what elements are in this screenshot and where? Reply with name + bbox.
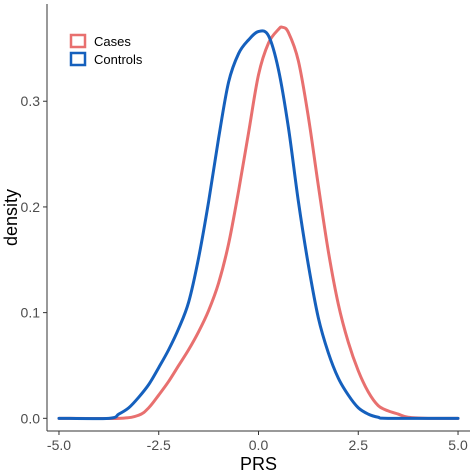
- x-tick-label: 5.0: [448, 437, 468, 453]
- y-axis-ticks: 0.0 0.1 0.2 0.3: [21, 93, 47, 426]
- series-line-cases: [57, 25, 460, 421]
- legend: Cases Controls: [69, 33, 143, 67]
- series-line-controls: [57, 29, 460, 421]
- series-layer: [57, 25, 460, 421]
- y-tick-label: 0.1: [21, 305, 41, 321]
- legend-key-controls: [69, 51, 87, 67]
- y-tick-label: 0.2: [21, 199, 41, 215]
- y-tick-label: 0.3: [21, 93, 41, 109]
- x-axis-ticks: -5.0 -2.5 0.0 2.5 5.0: [47, 431, 468, 453]
- y-axis-title: density: [1, 189, 21, 246]
- x-tick-label: -2.5: [147, 437, 171, 453]
- axes: [46, 4, 470, 432]
- x-tick-label: -5.0: [47, 437, 71, 453]
- legend-label-cases: Cases: [94, 34, 131, 49]
- x-tick-label: 0.0: [249, 437, 269, 453]
- y-tick-label: 0.0: [21, 410, 41, 426]
- x-axis-title: PRS: [240, 454, 277, 474]
- x-tick-label: 2.5: [349, 437, 369, 453]
- legend-label-controls: Controls: [94, 52, 143, 67]
- legend-key-cases: [69, 33, 87, 49]
